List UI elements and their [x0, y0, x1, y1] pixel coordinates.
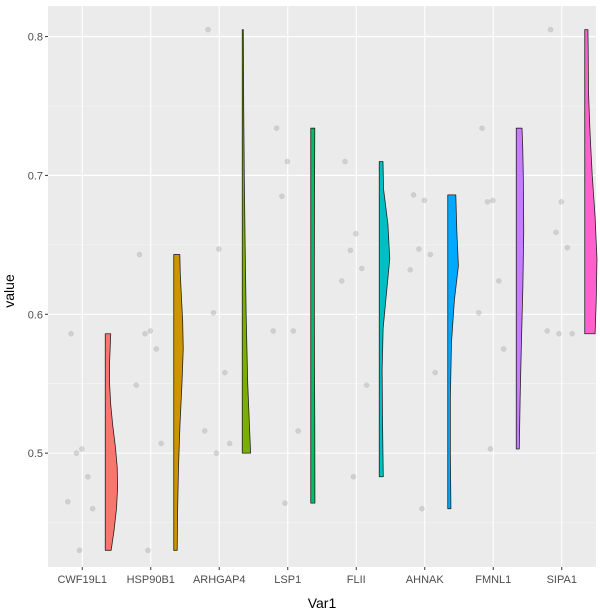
data-point	[359, 265, 365, 272]
data-point	[353, 230, 359, 237]
data-point	[553, 229, 559, 236]
data-point	[295, 428, 301, 434]
data-point	[416, 246, 422, 252]
data-point	[226, 440, 233, 447]
y-axis-title: value	[1, 274, 17, 308]
data-point	[213, 450, 220, 456]
data-point	[153, 346, 160, 352]
data-point	[76, 547, 83, 554]
data-point	[410, 192, 417, 198]
data-point	[284, 158, 291, 165]
data-point	[210, 310, 217, 316]
data-point	[487, 446, 494, 452]
data-point	[421, 197, 428, 204]
data-point	[556, 330, 562, 337]
data-point	[290, 328, 297, 334]
y-tick-label: 0.5	[28, 448, 43, 460]
y-axis: 0.5 0.6 0.7 0.8	[28, 32, 48, 460]
data-point	[201, 428, 208, 434]
data-point	[496, 278, 502, 284]
data-point	[427, 251, 434, 258]
x-tick-label: AHNAK	[406, 574, 445, 586]
data-point	[432, 369, 438, 376]
violin-hsp90b1	[173, 254, 184, 551]
violin-arhgap4	[241, 29, 251, 454]
violin-flii	[378, 161, 391, 478]
data-point	[479, 125, 485, 132]
data-point	[273, 125, 280, 132]
violin-sipa1	[584, 29, 598, 335]
violin-ahnak	[447, 194, 459, 510]
x-tick-label: HSP90B1	[127, 574, 175, 586]
data-point	[544, 328, 551, 334]
data-point	[216, 246, 222, 252]
data-point	[147, 328, 154, 334]
data-point	[73, 450, 80, 456]
x-axis-title: Var1	[308, 595, 337, 611]
data-point	[569, 330, 576, 337]
data-point	[500, 346, 507, 352]
data-point	[363, 382, 370, 388]
data-point	[347, 247, 354, 254]
data-point	[136, 251, 143, 258]
data-point	[338, 278, 345, 284]
jitter-points	[64, 26, 576, 554]
data-point	[279, 193, 285, 200]
data-point	[145, 547, 151, 554]
data-point	[547, 26, 554, 33]
data-point	[282, 500, 288, 506]
data-point	[419, 505, 425, 512]
x-tick-label: ARHGAP4	[193, 574, 246, 586]
x-tick-label: SIPA1	[547, 574, 577, 586]
data-point	[475, 310, 482, 316]
x-tick-label: LSP1	[274, 574, 301, 586]
data-point	[133, 382, 140, 388]
data-point	[142, 330, 148, 337]
data-point	[484, 198, 491, 205]
data-point	[270, 328, 277, 334]
data-point	[558, 198, 565, 205]
data-point	[342, 158, 348, 165]
y-tick-label: 0.7	[28, 170, 43, 182]
violin-cwf19l1	[104, 333, 119, 551]
data-point	[490, 197, 496, 204]
y-tick-label: 0.8	[28, 32, 43, 44]
minor-gridlines	[48, 105, 596, 523]
data-point	[79, 446, 85, 452]
x-tick-label: FMNL1	[475, 574, 511, 586]
data-point	[564, 244, 571, 251]
half-violins	[104, 29, 598, 551]
major-gridlines	[48, 6, 596, 567]
data-point	[158, 440, 164, 447]
violin-fmnl1	[515, 127, 525, 450]
y-tick-label: 0.6	[28, 309, 43, 321]
data-point	[407, 266, 414, 273]
x-tick-label: CWF19L1	[57, 574, 107, 586]
x-axis: CWF19L1 HSP90B1 ARHGAP4 LSP1 FLII AHNAK FMNL1 S…	[57, 567, 577, 586]
data-point	[205, 26, 211, 33]
data-point	[68, 330, 74, 337]
x-tick-label: FLII	[347, 574, 366, 586]
violin-lsp1	[310, 127, 316, 504]
data-point	[350, 473, 357, 480]
data-point	[89, 505, 96, 512]
data-point	[222, 369, 228, 376]
data-point	[85, 473, 91, 480]
plot-panel	[48, 6, 596, 567]
data-point	[64, 498, 71, 505]
